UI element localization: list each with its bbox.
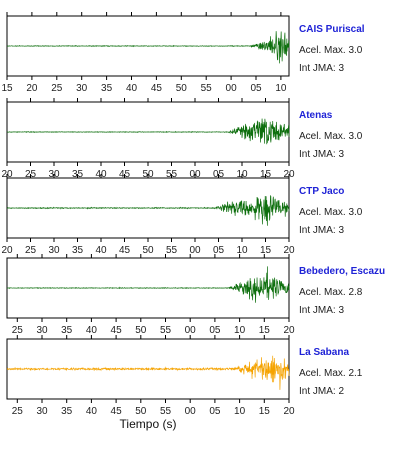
tick-label: 30	[48, 245, 60, 256]
tick-label: 25	[51, 83, 63, 94]
int-jma-label: Int JMA: 3	[299, 225, 344, 236]
waveform-line	[6, 118, 290, 145]
tick-label: 35	[72, 245, 84, 256]
waveform-line	[6, 355, 290, 390]
tick-label: 55	[160, 406, 172, 417]
station-name: Atenas	[299, 110, 333, 121]
tick-label: 40	[86, 406, 98, 417]
trace-panel: 20 25 30 35 40 45 50 55 00 05 10 15 20 CTP Jaco Acel. …	[1, 174, 363, 256]
int-jma-label: Int JMA: 3	[299, 63, 344, 74]
tick-label: 00	[185, 325, 197, 336]
tick-label: 50	[142, 245, 154, 256]
tick-label: 30	[36, 325, 48, 336]
trace-panel: 15 20 25 30 35 40 45 50 55 00 05 10 CAIS Puriscal Ace…	[1, 12, 365, 94]
tick-label: 15	[259, 325, 271, 336]
waveform-line	[6, 266, 290, 303]
tick-label: 05	[209, 406, 221, 417]
acel-max-label: Acel. Max. 3.0	[299, 207, 363, 218]
tick-label: 40	[86, 325, 98, 336]
tick-label: 20	[283, 245, 295, 256]
acel-max-label: Acel. Max. 2.8	[299, 287, 363, 298]
tick-label: 45	[151, 83, 163, 94]
tick-label: 45	[119, 245, 131, 256]
tick-label: 40	[126, 83, 138, 94]
station-name: La Sabana	[299, 347, 349, 358]
tick-label: 25	[25, 245, 37, 256]
tick-label: 55	[166, 245, 178, 256]
tick-label: 35	[61, 325, 73, 336]
tick-label: 10	[234, 406, 246, 417]
int-jma-label: Int JMA: 2	[299, 386, 344, 397]
tick-label: 25	[12, 406, 24, 417]
tick-label: 05	[250, 83, 262, 94]
acel-max-label: Acel. Max. 2.1	[299, 368, 363, 379]
tick-label: 45	[111, 325, 123, 336]
tick-label: 10	[275, 83, 287, 94]
tick-label: 20	[283, 325, 295, 336]
tick-label: 35	[61, 406, 73, 417]
waveform-line	[6, 194, 290, 226]
tick-label: 15	[260, 245, 272, 256]
tick-label: 00	[189, 245, 201, 256]
tick-label: 30	[76, 83, 88, 94]
station-name: Bebedero, Escazu	[299, 266, 385, 277]
trace-panel: 25 30 35 40 45 50 55 00 05 10 15 20 Bebedero, Escazu…	[6, 254, 385, 336]
tick-label: 20	[26, 83, 38, 94]
acel-max-label: Acel. Max. 3.0	[299, 131, 363, 142]
tick-label: 05	[213, 245, 225, 256]
waveform-line	[6, 31, 290, 64]
acel-max-label: Acel. Max. 3.0	[299, 45, 363, 56]
tick-label: 10	[236, 245, 248, 256]
tick-label: 55	[201, 83, 213, 94]
tick-label: 20	[283, 406, 295, 417]
tick-label: 30	[36, 406, 48, 417]
tick-label: 55	[160, 325, 172, 336]
int-jma-label: Int JMA: 3	[299, 149, 344, 160]
station-name: CTP Jaco	[299, 186, 344, 197]
tick-label: 10	[234, 325, 246, 336]
tick-label: 50	[135, 406, 147, 417]
tick-label: 15	[259, 406, 271, 417]
int-jma-label: Int JMA: 3	[299, 305, 344, 316]
tick-label: 20	[1, 245, 13, 256]
tick-label: 15	[1, 83, 13, 94]
tick-label: 50	[176, 83, 188, 94]
tick-label: 25	[12, 325, 24, 336]
station-name: CAIS Puriscal	[299, 24, 365, 35]
tick-label: 05	[209, 325, 221, 336]
trace-panel: 25 30 35 40 45 50 55 00 05 10 15 20 La Sabana Acel. M…	[6, 335, 363, 417]
tick-label: 50	[135, 325, 147, 336]
tick-label: 45	[111, 406, 123, 417]
tick-label: 00	[185, 406, 197, 417]
tick-label: 35	[101, 83, 113, 94]
tick-label: 00	[226, 83, 238, 94]
tick-label: 40	[95, 245, 107, 256]
x-axis-label: Tiempo (s)	[120, 417, 177, 431]
